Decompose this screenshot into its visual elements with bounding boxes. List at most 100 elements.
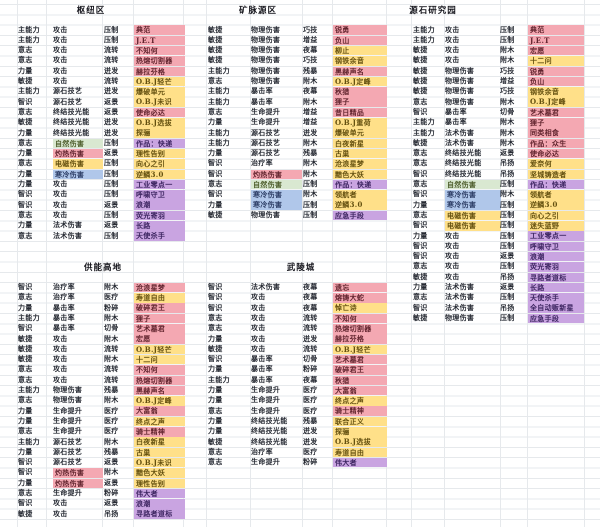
cell-damage-type[interactable]: 源石技艺	[53, 457, 83, 467]
cell-skill-type[interactable]: 压制	[104, 168, 119, 178]
cell-equipment-name[interactable]: 作品：快递	[528, 179, 584, 190]
cell-damage-type[interactable]: 暴击率	[251, 86, 273, 96]
cell-attribute[interactable]: 意志	[413, 292, 428, 302]
cell-equipment-name[interactable]: O.B.J选拔	[134, 118, 185, 128]
cell-equipment-name[interactable]: 不知何	[333, 313, 387, 324]
cell-attribute[interactable]: 敏捷	[208, 209, 223, 219]
cell-damage-type[interactable]: 自然伤害	[251, 179, 302, 190]
cell-attribute[interactable]: 意志	[18, 55, 33, 65]
cell-damage-type[interactable]: 攻击	[53, 333, 68, 343]
cell-skill-type[interactable]: 返景	[500, 251, 515, 261]
cell-skill-type[interactable]: 粉碎	[104, 302, 119, 312]
cell-damage-type[interactable]: 攻击	[251, 343, 266, 353]
cell-skill-type[interactable]: 残暴	[104, 446, 119, 456]
cell-attribute[interactable]: 主能力	[18, 24, 40, 34]
cell-equipment-name[interactable]: O.B.J轻芒	[134, 344, 185, 355]
cell-attribute[interactable]: 智识	[18, 457, 33, 467]
cell-skill-type[interactable]: 医疗	[303, 385, 318, 395]
cell-attribute[interactable]: 意志	[18, 292, 33, 302]
cell-skill-type[interactable]: 流转	[104, 55, 119, 65]
cell-attribute[interactable]: 意志	[208, 446, 223, 456]
cell-skill-type[interactable]: 附木	[303, 189, 318, 199]
cell-attribute[interactable]: 意志	[18, 106, 33, 116]
cell-skill-type[interactable]: 压制	[500, 230, 515, 240]
cell-skill-type[interactable]: 附木	[303, 168, 318, 178]
cell-damage-type[interactable]: 法术伤害	[53, 230, 83, 240]
cell-equipment-name[interactable]: O.B.J未识	[134, 97, 185, 107]
cell-damage-type[interactable]: 法术伤害	[445, 302, 475, 312]
cell-skill-type[interactable]: 压制	[500, 220, 515, 230]
cell-damage-type[interactable]: 源石技艺	[53, 446, 83, 456]
cell-equipment-name[interactable]: 伟大者	[134, 488, 185, 499]
cell-attribute[interactable]: 力量	[208, 415, 223, 425]
cell-skill-type[interactable]: 迸发	[303, 436, 318, 446]
cell-skill-type[interactable]: 附木	[104, 282, 119, 292]
cell-equipment-name[interactable]: 浪潮	[134, 200, 185, 210]
cell-skill-type[interactable]: 流转	[104, 364, 119, 374]
cell-skill-type[interactable]: 附木	[500, 55, 515, 65]
cell-attribute[interactable]: 主能力	[208, 374, 230, 384]
cell-attribute[interactable]: 主能力	[208, 65, 230, 75]
cell-attribute[interactable]: 力量	[413, 282, 428, 292]
cell-attribute[interactable]: 智识	[413, 251, 428, 261]
cell-damage-type[interactable]: 寒冷伤害	[445, 190, 501, 200]
cell-attribute[interactable]: 力量	[18, 179, 33, 189]
cell-skill-type[interactable]: 附木	[104, 436, 119, 446]
cell-skill-type[interactable]: 压制	[500, 209, 515, 219]
cell-attribute[interactable]: 力量	[208, 426, 223, 436]
cell-damage-type[interactable]: 灼热伤害	[53, 478, 103, 489]
cell-attribute[interactable]: 力量	[18, 127, 33, 137]
section-title-originium-park[interactable]: 源石研究园	[409, 5, 457, 16]
cell-damage-type[interactable]: 终结技光能	[445, 168, 482, 178]
cell-attribute[interactable]: 智识	[208, 158, 223, 168]
cell-equipment-name[interactable]: 工业零点一	[528, 231, 584, 241]
cell-damage-type[interactable]: 攻击	[445, 271, 460, 281]
cell-equipment-name[interactable]: 骑士精神	[333, 406, 387, 416]
cell-damage-type[interactable]: 源石技艺	[53, 436, 83, 446]
cell-damage-type[interactable]: 攻击	[53, 354, 68, 364]
cell-damage-type[interactable]: 暴击率	[53, 312, 75, 322]
cell-skill-type[interactable]: 粉碎	[303, 364, 318, 374]
cell-attribute[interactable]: 意志	[208, 76, 223, 86]
cell-attribute[interactable]: 主能力	[208, 86, 230, 96]
cell-attribute[interactable]: 智识	[413, 106, 428, 116]
cell-attribute[interactable]: 敏捷	[208, 34, 223, 44]
cell-skill-type[interactable]: 返景	[104, 106, 119, 116]
cell-skill-type[interactable]: 压制	[104, 24, 119, 34]
cell-equipment-name[interactable]: 长路	[134, 221, 185, 231]
cell-equipment-name[interactable]: O.B.J定峰	[333, 76, 387, 87]
cell-attribute[interactable]: 力量	[18, 446, 33, 456]
cell-damage-type[interactable]: 物理伤害	[53, 385, 83, 395]
cell-damage-type[interactable]: 攻击	[53, 34, 68, 44]
cell-attribute[interactable]: 敏捷	[208, 436, 223, 446]
cell-equipment-name[interactable]: 坚城铸造者	[528, 169, 584, 180]
cell-damage-type[interactable]: 攻击	[53, 65, 68, 75]
cell-equipment-name[interactable]: 伟大者	[333, 457, 387, 468]
cell-attribute[interactable]: 主能力	[413, 24, 435, 34]
cell-skill-type[interactable]: 夜幕	[303, 374, 318, 384]
cell-skill-type[interactable]: 附木	[500, 189, 515, 199]
cell-damage-type[interactable]: 法术伤害	[445, 282, 475, 292]
cell-equipment-name[interactable]: 艺术墓君	[528, 107, 584, 118]
cell-skill-type[interactable]: 返景	[104, 220, 119, 230]
cell-skill-type[interactable]: 迸发	[104, 117, 119, 127]
cell-skill-type[interactable]: 压制	[500, 292, 515, 302]
cell-equipment-name[interactable]: 长路	[528, 282, 584, 293]
cell-attribute[interactable]: 意志	[413, 148, 428, 158]
cell-damage-type[interactable]: 攻击	[251, 312, 266, 322]
cell-skill-type[interactable]: 医疗	[303, 446, 318, 456]
cell-attribute[interactable]: 敏捷	[413, 65, 428, 75]
cell-attribute[interactable]: 意志	[413, 96, 428, 106]
cell-attribute[interactable]: 敏捷	[18, 117, 33, 127]
cell-skill-type[interactable]: 夜幕	[303, 282, 318, 292]
cell-equipment-name[interactable]: 天使杀手	[528, 293, 584, 303]
cell-attribute[interactable]: 力量	[18, 148, 33, 158]
cell-damage-type[interactable]: 攻击	[53, 374, 68, 384]
cell-skill-type[interactable]: 夜幕	[303, 86, 318, 96]
cell-equipment-name[interactable]: O.B.J轻芒	[134, 76, 185, 87]
cell-equipment-name[interactable]: 终点之声	[134, 416, 185, 427]
cell-equipment-name[interactable]: 钢铁余音	[333, 56, 387, 66]
cell-attribute[interactable]: 意志	[413, 261, 428, 271]
cell-skill-type[interactable]: 流转	[303, 343, 318, 353]
cell-attribute[interactable]: 敏捷	[208, 55, 223, 65]
